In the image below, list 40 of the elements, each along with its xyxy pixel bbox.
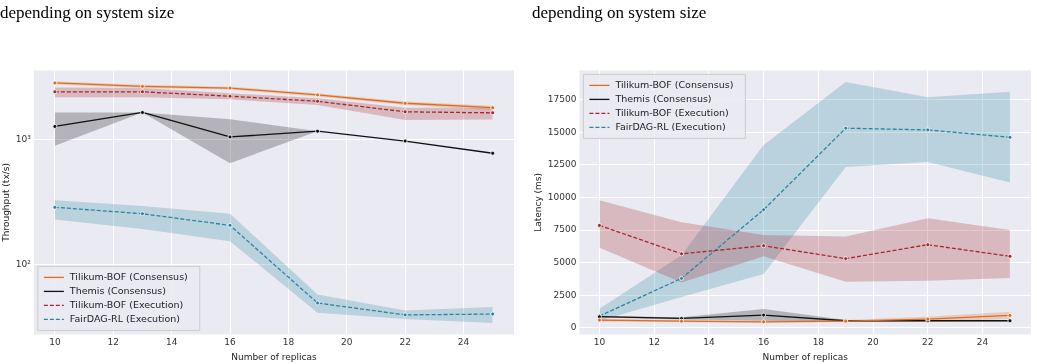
legend-label: Tilikum-BOF (Execution) [614, 106, 729, 118]
x-tick-label: 14 [165, 337, 178, 348]
legend-label: Themis (Consensus) [614, 92, 712, 104]
y-tick-label: 7500 [553, 224, 577, 235]
y-tick-label: 17500 [547, 93, 577, 104]
y-tick-label: 10² [15, 258, 32, 269]
y-tick-label: 12500 [547, 159, 577, 170]
x-tick-label: 24 [976, 337, 989, 348]
x-tick-label: 16 [757, 337, 770, 348]
x-tick-label: 20 [341, 337, 353, 348]
x-tick-label: 10 [49, 337, 61, 348]
y-tick-label: 2500 [553, 289, 577, 300]
x-tick-label: 18 [282, 337, 295, 348]
y-tick-label: 10000 [547, 191, 577, 202]
y-tick-label: 15000 [547, 126, 577, 137]
x-tick-label: 12 [648, 337, 660, 348]
x-axis-title: Number of replicas [762, 351, 849, 362]
x-tick-label: 22 [922, 337, 934, 348]
text: depending on system size [532, 3, 707, 23]
legend-label: FairDAG-RL (Execution) [615, 120, 726, 132]
legend-label: Tilikum-BOF (Execution) [68, 298, 184, 310]
y-axis-title: Throughput (tx/s) [0, 163, 11, 243]
text: depending on system size [0, 3, 175, 23]
x-tick-label: 16 [224, 337, 236, 348]
x-tick-label: 14 [703, 337, 715, 348]
x-axis-title: Number of replicas [231, 351, 317, 362]
x-tick-label: 12 [107, 337, 119, 348]
x-tick-label: 24 [457, 337, 470, 348]
legend-label: Tilikum-BOF (Consensus) [614, 78, 734, 90]
legend-label: FairDAG-RL (Execution) [69, 312, 181, 324]
x-tick-label: 20 [867, 337, 880, 348]
x-tick-label: 10 [593, 337, 606, 348]
y-tick-label: 10³ [15, 133, 32, 144]
legend-label: Themis (Consensus) [68, 284, 167, 296]
x-tick-label: 18 [812, 337, 825, 348]
x-tick-label: 22 [399, 337, 411, 348]
legend-label: Tilikum-BOF (Consensus) [68, 270, 188, 282]
y-axis-title: Latency (ms) [532, 172, 543, 232]
y-tick-label: 5000 [553, 257, 577, 268]
y-tick-label: 0 [570, 322, 577, 333]
